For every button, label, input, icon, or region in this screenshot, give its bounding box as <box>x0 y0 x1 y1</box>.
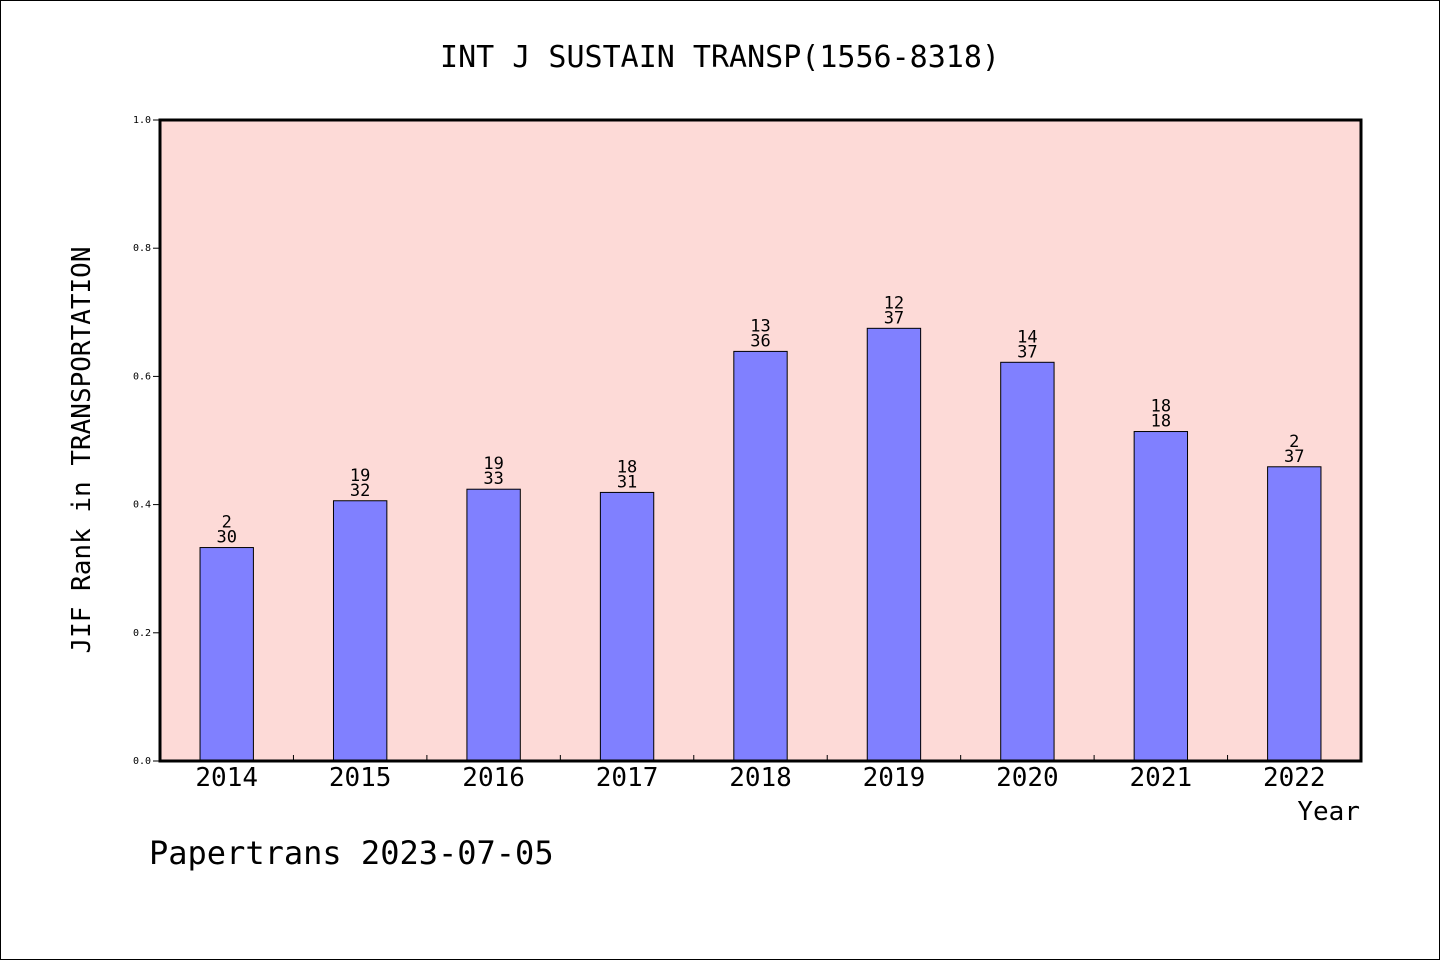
x-tick-label: 2020 <box>996 763 1059 793</box>
y-tick-label: 0.2 <box>133 628 151 639</box>
y-tick-label: 0.6 <box>133 371 151 382</box>
x-tick-label: 2017 <box>596 763 659 793</box>
bar <box>199 547 254 762</box>
x-tick-label: 2022 <box>1263 763 1326 793</box>
bar-label-total: 37 <box>1017 342 1037 362</box>
bar-label-total: 37 <box>884 308 904 328</box>
bar-label-rank: 14 <box>1017 327 1037 347</box>
bar-label-total: 31 <box>617 472 637 492</box>
chart-title: INT J SUSTAIN TRANSP(1556-8318) <box>440 40 1000 75</box>
x-tick-label: 2019 <box>863 763 926 793</box>
bar <box>733 350 788 762</box>
y-tick-label: 1.0 <box>133 115 151 126</box>
bar-label-rank: 19 <box>483 454 503 474</box>
x-axis-ticks: 2014 2015 2016 2017 2018 2019 2020 2021 2022 <box>195 755 1326 793</box>
y-tick-label: 0.8 <box>133 243 151 254</box>
bar-label-total: 30 <box>216 528 236 548</box>
x-tick-label: 2015 <box>329 763 392 793</box>
bar-label-rank: 18 <box>1151 397 1171 417</box>
x-tick-label: 2018 <box>729 763 792 793</box>
bar-label-rank: 12 <box>884 293 904 313</box>
bar-label-total: 36 <box>750 331 770 351</box>
bar-label-total: 33 <box>483 469 503 489</box>
bar-label-rank: 19 <box>350 466 370 486</box>
bar-label-total: 18 <box>1151 412 1171 432</box>
bar-label-rank: 13 <box>750 316 770 336</box>
y-tick-label: 0.4 <box>133 500 151 511</box>
x-tick-label: 2016 <box>462 763 525 793</box>
bar-label-rank: 18 <box>617 457 637 477</box>
y-axis-label: JIF Rank in TRANSPORTATION <box>67 247 97 654</box>
plot-border <box>158 118 1363 763</box>
bar <box>332 500 388 762</box>
bar-label-rank: 2 <box>222 513 232 533</box>
bar <box>1133 431 1189 762</box>
bar <box>866 327 922 762</box>
bar <box>1000 361 1055 762</box>
bar <box>466 488 521 762</box>
x-tick-label: 2021 <box>1130 763 1193 793</box>
footer-watermark: Papertrans 2023-07-05 <box>149 834 554 872</box>
x-axis-label: Year <box>1297 797 1360 827</box>
bars <box>199 327 1322 762</box>
bar <box>1267 466 1322 762</box>
bar <box>599 491 655 762</box>
x-tick-label: 2014 <box>195 763 258 793</box>
y-tick-label: 0.0 <box>133 756 151 767</box>
y-axis-ticks: 0.0 0.2 0.4 0.6 0.8 1.0 <box>133 115 160 767</box>
bar-label-total: 37 <box>1284 447 1304 467</box>
bar-label-total: 32 <box>350 481 370 501</box>
bar-label-rank: 2 <box>1289 432 1299 452</box>
